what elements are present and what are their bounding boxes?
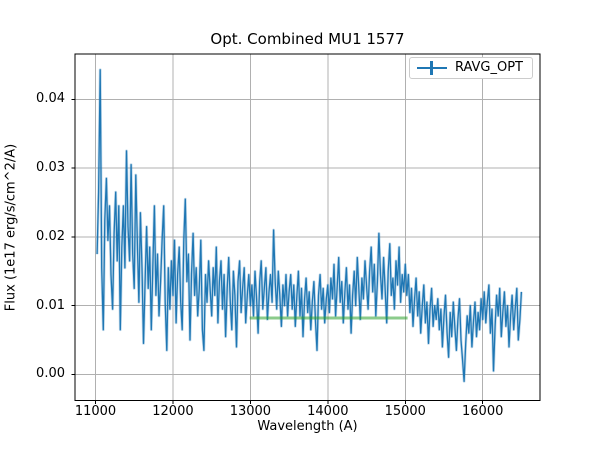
legend: RAVG_OPT	[408, 57, 533, 79]
x-tick-label: 16000	[462, 404, 504, 419]
y-axis-label: Flux (1e17 erg/s/cm^2/A)	[3, 143, 19, 312]
x-tick-label: 15000	[384, 404, 426, 419]
axes-spines	[74, 53, 541, 401]
chart-title: Opt. Combined MU1 1577	[210, 30, 405, 48]
legend-entry-label: RAVG_OPT	[454, 60, 523, 75]
x-tick-label: 12000	[152, 404, 194, 419]
spectrum-line	[95, 68, 523, 383]
tick-marks	[71, 98, 484, 404]
gridlines	[75, 54, 540, 401]
axes-frame	[74, 53, 541, 401]
y-tick-label: 0.01	[36, 297, 65, 313]
x-tick-label: 14000	[307, 404, 349, 419]
errorbar-icon	[416, 61, 447, 75]
y-tick-label: 0.03	[36, 160, 65, 176]
x-tick-label: 13000	[229, 404, 272, 419]
errorbar-vbar	[430, 61, 434, 75]
y-tick-label: 0.00	[36, 366, 65, 382]
x-axis-label: Wavelength (A)	[257, 419, 358, 434]
spectrum-polyline	[96, 69, 523, 382]
y-tick-label: 0.04	[36, 91, 65, 107]
x-tick-label: 11000	[74, 404, 117, 419]
y-tick-label: 0.02	[36, 228, 65, 244]
